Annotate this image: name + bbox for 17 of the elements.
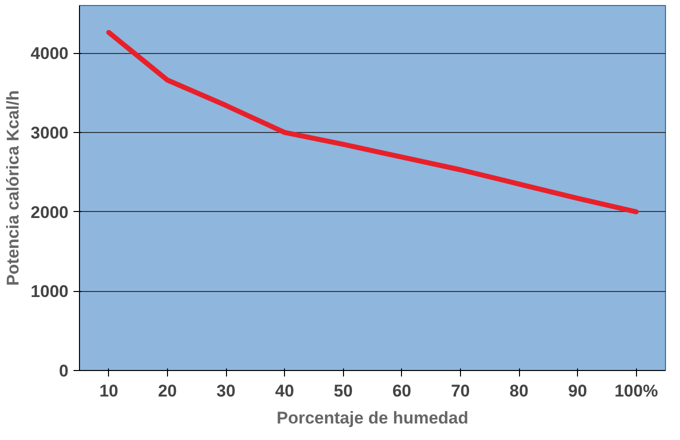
- x-tick-label: 100%: [614, 382, 658, 400]
- y-tick-label: 4000: [30, 44, 69, 64]
- x-tick-label: 80: [510, 382, 528, 400]
- y-tick-label: 3000: [30, 123, 69, 142]
- x-tick-label: 70: [450, 382, 470, 400]
- y-tick-label: 1000: [30, 282, 69, 302]
- y-tick-label: 0: [59, 362, 69, 380]
- x-tick-label: 30: [216, 382, 236, 400]
- x-tick-label: 60: [392, 382, 412, 400]
- x-axis-title: Porcentaje de humedad: [276, 408, 468, 428]
- x-tick-label: 40: [275, 382, 294, 400]
- x-tick-label: 10: [99, 382, 118, 400]
- y-axis-title: Potencia calórica Kcal/h: [4, 90, 23, 286]
- y-tick-label: 2000: [30, 202, 69, 222]
- x-tick-label: 20: [158, 382, 177, 400]
- x-tick-label: 50: [334, 382, 353, 400]
- x-tick-label: 90: [568, 382, 588, 400]
